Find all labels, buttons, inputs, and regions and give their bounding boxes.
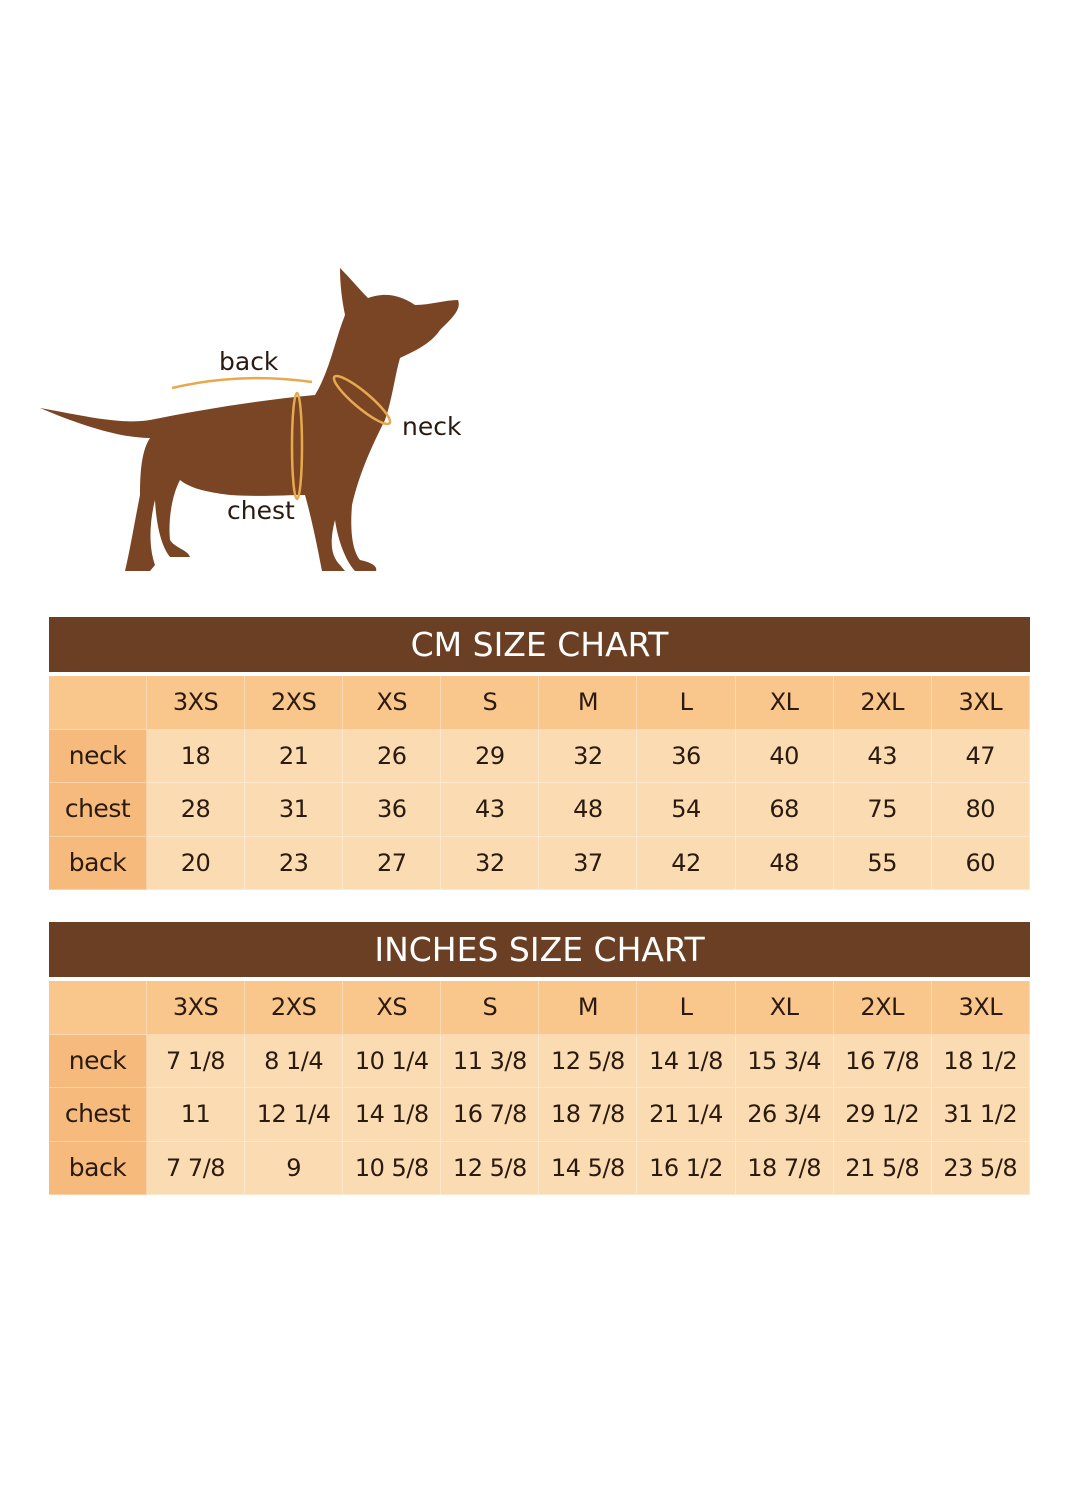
row-label: chest [49,783,147,837]
column-header: 2XL [833,981,932,1035]
table-cell: 8 1/4 [245,1034,344,1088]
row-label: neck [49,729,147,783]
table-cell: 21 1/4 [637,1088,736,1142]
table-title: CM SIZE CHART [49,617,1030,672]
table-cell: 68 [735,783,834,837]
column-header: L [637,676,736,730]
table-cell: 31 [245,783,344,837]
table-cell: 43 [441,783,540,837]
row-label: back [49,836,147,890]
table-title: INCHES SIZE CHART [49,922,1030,977]
table-cell: 16 1/2 [637,1141,736,1195]
table-cell: 12 1/4 [245,1088,344,1142]
table-cell: 28 [147,783,246,837]
table-cell: 32 [539,729,638,783]
table-cell: 21 5/8 [833,1141,932,1195]
table-cell: 27 [343,836,442,890]
table-cell: 12 5/8 [539,1034,638,1088]
corner-cell [49,981,147,1035]
table-cell: 18 1/2 [931,1034,1030,1088]
column-header: XL [735,981,834,1035]
dog-measurement-diagram [40,268,459,571]
table-cell: 11 [147,1088,246,1142]
column-header: S [441,981,540,1035]
neck-label: neck [402,412,462,441]
column-header: 2XS [245,676,344,730]
table-cell: 15 3/4 [735,1034,834,1088]
table-cell: 26 3/4 [735,1088,834,1142]
column-header: 3XS [147,981,246,1035]
table-cell: 47 [931,729,1030,783]
table-cell: 55 [833,836,932,890]
table-cell: 23 [245,836,344,890]
table-cell: 14 5/8 [539,1141,638,1195]
table-cell: 18 [147,729,246,783]
table-cell: 14 1/8 [637,1034,736,1088]
table-cell: 7 7/8 [147,1141,246,1195]
column-header: S [441,676,540,730]
column-header: XS [343,981,442,1035]
dog-silhouette [40,268,459,571]
column-header: XL [735,676,834,730]
table-cell: 54 [637,783,736,837]
chest-label: chest [227,496,295,525]
table-cell: 29 1/2 [833,1088,932,1142]
table-cell: 16 7/8 [833,1034,932,1088]
column-header: 3XS [147,676,246,730]
row-label: neck [49,1034,147,1088]
table-cell: 7 1/8 [147,1034,246,1088]
table-cell: 60 [931,836,1030,890]
table-cell: 23 5/8 [931,1141,1030,1195]
row-label: chest [49,1088,147,1142]
table-cell: 37 [539,836,638,890]
column-header: M [539,981,638,1035]
table-cell: 11 3/8 [441,1034,540,1088]
table-cell: 9 [245,1141,344,1195]
chest-measure-line [290,391,304,501]
table-cell: 10 5/8 [343,1141,442,1195]
table-cell: 31 1/2 [931,1088,1030,1142]
table-cell: 18 7/8 [735,1141,834,1195]
column-header: XS [343,676,442,730]
table-cell: 16 7/8 [441,1088,540,1142]
table-cell: 40 [735,729,834,783]
column-header: 3XL [931,676,1030,730]
table-cell: 10 1/4 [343,1034,442,1088]
column-header: 3XL [931,981,1030,1035]
table-cell: 12 5/8 [441,1141,540,1195]
table-cell: 42 [637,836,736,890]
corner-cell [49,676,147,730]
table-cell: 48 [735,836,834,890]
neck-measure-line [332,374,392,426]
inches-size-table: INCHES SIZE CHART 3XS 2XS XS S M L XL 2XL 3XL nec… [49,922,1030,1195]
back-label: back [219,347,279,376]
table-cell: 20 [147,836,246,890]
table-cell: 29 [441,729,540,783]
column-header: L [637,981,736,1035]
table-cell: 48 [539,783,638,837]
table-cell: 36 [637,729,736,783]
table-cell: 18 7/8 [539,1088,638,1142]
table-cell: 14 1/8 [343,1088,442,1142]
table-cell: 32 [441,836,540,890]
cm-size-table: CM SIZE CHART 3XS 2XS XS S M L XL 2XL 3XL neck 18 2… [49,617,1030,890]
column-header: 2XL [833,676,932,730]
table-cell: 43 [833,729,932,783]
table-cell: 36 [343,783,442,837]
table-cell: 75 [833,783,932,837]
back-measure-line [171,376,313,390]
column-header: 2XS [245,981,344,1035]
table-cell: 26 [343,729,442,783]
column-header: M [539,676,638,730]
row-label: back [49,1141,147,1195]
table-cell: 21 [245,729,344,783]
table-cell: 80 [931,783,1030,837]
